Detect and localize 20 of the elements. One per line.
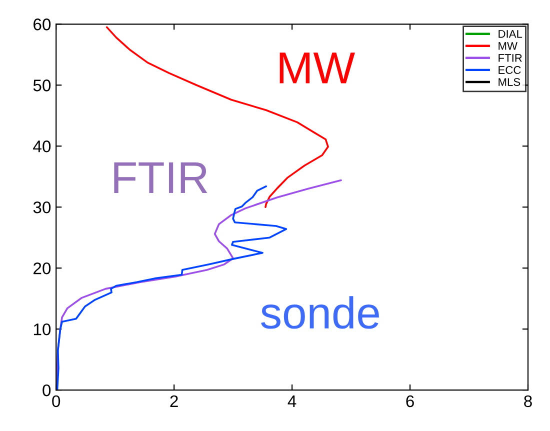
- legend-label: ECC: [498, 66, 521, 74]
- y-tick-label: 30: [33, 201, 51, 214]
- x-tick-label: 8: [524, 395, 532, 408]
- legend-label: MLS: [498, 78, 520, 86]
- x-tick-label: 2: [170, 395, 178, 407]
- annotation: sonde: [261, 296, 379, 329]
- legend-label: FTIR: [498, 54, 522, 62]
- annotation: MW: [280, 52, 355, 84]
- y-tick-label: 20: [34, 262, 51, 274]
- x-tick-label: 0: [52, 395, 60, 408]
- y-tick-label: 0: [42, 384, 51, 396]
- y-tick-label: 10: [34, 323, 51, 336]
- legend-label: DIAL: [498, 30, 522, 38]
- annotation: FTIR: [114, 162, 208, 193]
- x-tick-label: 6: [406, 395, 414, 408]
- legend-label: MW: [498, 42, 518, 50]
- x-tick-label: 4: [288, 396, 296, 407]
- y-tick-label: 40: [33, 140, 51, 152]
- y-tick-label: 50: [33, 80, 51, 92]
- y-tick-label: 60: [34, 18, 51, 30]
